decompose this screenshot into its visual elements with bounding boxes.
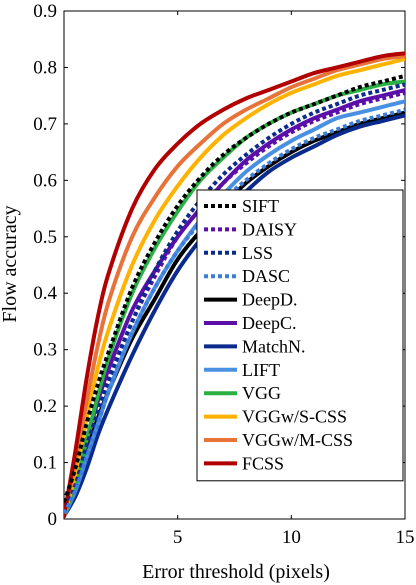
legend-label-deepc-: DeepC.	[242, 313, 296, 333]
legend-label-dasc: DASC	[242, 266, 290, 286]
y-tick-label: 0.4	[33, 283, 57, 304]
x-tick-label: 10	[282, 527, 301, 548]
x-axis-label: Error threshold (pixels)	[142, 561, 330, 583]
y-tick-label: 0.8	[33, 57, 57, 78]
legend-box	[196, 189, 404, 482]
series-line-lss	[64, 82, 405, 515]
y-tick-label: 0.1	[33, 453, 57, 474]
x-tick-label: 15	[396, 527, 415, 548]
y-tick-label: 0.6	[33, 170, 57, 191]
y-tick-label: 0.2	[33, 396, 57, 417]
y-tick-label: 0	[48, 509, 58, 530]
y-tick-label: 0.7	[33, 114, 57, 135]
legend: SIFT DAISY LSS DASC DeepD. DeepC. MatchN. LIFT V…	[196, 189, 404, 482]
legend-label-lss: LSS	[242, 243, 273, 263]
legend-label-lift: LIFT	[242, 360, 280, 380]
series-line-sift	[64, 73, 405, 503]
legend-label-sift: SIFT	[242, 196, 279, 216]
series-line-vggw-m-css	[64, 54, 405, 519]
legend-label-fcss: FCSS	[242, 453, 284, 473]
series-line-vggw-s-css	[64, 56, 405, 519]
legend-label-matchn-: MatchN.	[242, 336, 305, 356]
legend-label-vgg: VGG	[242, 383, 281, 403]
plot-frame	[63, 10, 406, 520]
axes: 0 0.1 0.2 0.3 0.4 0.5 0.6 0.7 0.8 0.9 5 10 15	[33, 1, 414, 548]
y-tick-label: 0.3	[33, 340, 57, 361]
y-tick-label: 0.9	[33, 1, 57, 22]
legend-label-vggw-m-css: VGGw/M-CSS	[242, 430, 353, 450]
y-axis-label: Flow accuracy	[0, 205, 21, 322]
legend-label-deepd-: DeepD.	[242, 290, 297, 310]
legend-label-vggw-s-css: VGGw/S-CSS	[242, 407, 347, 427]
series-line-fcss	[64, 51, 405, 519]
legend-label-daisy: DAISY	[242, 219, 297, 239]
x-tick-label: 5	[173, 527, 183, 548]
y-tick-label: 0.5	[33, 227, 57, 248]
